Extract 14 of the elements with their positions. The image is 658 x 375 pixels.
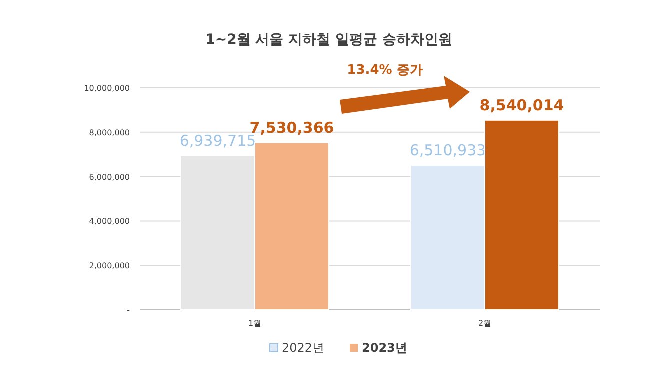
data-label: 8,540,014 [480, 96, 564, 114]
y-tick-label: 4,000,000 [89, 217, 130, 226]
y-tick-label: - [127, 306, 130, 315]
legend-label: 2023년 [362, 341, 408, 355]
text: 13.4% 증가 [347, 63, 423, 78]
y-tick-label: 10,000,000 [84, 84, 130, 93]
y-tick-label: 6,000,000 [89, 172, 130, 182]
legend-label: 2022년 [282, 341, 325, 355]
y-tick-label: 8,000,000 [89, 128, 130, 138]
chart-title: 1~2월 서울 지하철 일평균 승하차인원 [206, 32, 452, 48]
data-label: 6,510,933 [410, 141, 486, 160]
y-tick-label: 2,000,000 [89, 262, 130, 271]
x-tick-label: 1월 [248, 319, 262, 328]
x-tick-label: 2월 [478, 319, 492, 328]
